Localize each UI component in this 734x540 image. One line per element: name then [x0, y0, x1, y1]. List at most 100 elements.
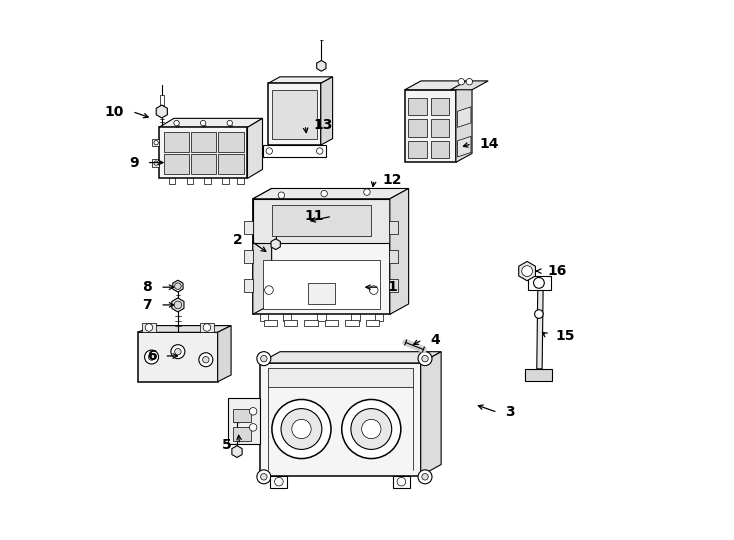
Bar — [186, 178, 193, 184]
Bar — [219, 154, 244, 174]
Circle shape — [175, 348, 181, 355]
Circle shape — [174, 301, 182, 309]
Circle shape — [534, 310, 543, 319]
Bar — [431, 119, 449, 137]
Circle shape — [362, 420, 381, 438]
Circle shape — [154, 161, 159, 165]
Bar — [325, 320, 338, 326]
Bar — [200, 322, 214, 332]
Polygon shape — [421, 352, 441, 476]
Polygon shape — [316, 60, 326, 71]
Polygon shape — [156, 105, 167, 118]
Bar — [153, 159, 159, 167]
Circle shape — [154, 140, 159, 145]
Text: 2: 2 — [233, 233, 242, 247]
Polygon shape — [390, 188, 409, 314]
Circle shape — [275, 477, 283, 486]
Text: 14: 14 — [480, 137, 499, 151]
Polygon shape — [172, 298, 184, 312]
Bar — [393, 476, 410, 488]
Bar — [169, 178, 175, 184]
Text: 1: 1 — [388, 280, 397, 294]
Polygon shape — [456, 81, 472, 163]
Bar — [263, 260, 380, 309]
Text: 6: 6 — [147, 349, 156, 363]
Text: 11: 11 — [305, 210, 324, 223]
Bar — [219, 132, 244, 152]
Circle shape — [292, 420, 311, 438]
Bar — [260, 314, 268, 321]
Polygon shape — [457, 137, 471, 157]
Circle shape — [422, 355, 428, 362]
Bar — [233, 409, 252, 422]
Bar — [431, 98, 449, 115]
Bar — [408, 98, 427, 115]
Text: 16: 16 — [547, 264, 567, 278]
Bar — [389, 221, 399, 234]
Circle shape — [199, 353, 213, 367]
Bar — [272, 205, 371, 236]
Bar — [191, 132, 217, 152]
Circle shape — [364, 189, 370, 195]
Circle shape — [466, 78, 473, 85]
Circle shape — [369, 286, 378, 294]
Bar — [159, 95, 164, 105]
Polygon shape — [159, 118, 263, 127]
Polygon shape — [232, 446, 242, 457]
Polygon shape — [519, 261, 536, 281]
Bar — [264, 320, 277, 326]
Circle shape — [171, 345, 185, 359]
Polygon shape — [172, 280, 183, 292]
Bar — [408, 119, 427, 137]
Text: 5: 5 — [222, 437, 232, 451]
Bar — [389, 279, 399, 292]
Text: 4: 4 — [430, 333, 440, 347]
Text: 9: 9 — [129, 156, 139, 170]
Bar — [153, 139, 159, 146]
Circle shape — [250, 408, 257, 415]
Bar — [366, 320, 379, 326]
Bar — [345, 320, 359, 326]
Polygon shape — [268, 77, 333, 83]
Bar — [191, 154, 217, 174]
Polygon shape — [457, 107, 471, 127]
Bar — [284, 320, 297, 326]
Polygon shape — [260, 352, 441, 363]
Bar — [408, 141, 427, 158]
Circle shape — [227, 120, 233, 126]
Polygon shape — [271, 239, 280, 249]
Polygon shape — [247, 118, 263, 178]
Circle shape — [272, 400, 331, 458]
Bar — [237, 178, 244, 184]
Circle shape — [458, 78, 465, 85]
Bar — [142, 322, 156, 332]
Bar — [222, 178, 228, 184]
Bar — [244, 250, 253, 263]
Circle shape — [148, 354, 155, 360]
Polygon shape — [138, 326, 231, 332]
Polygon shape — [321, 77, 333, 145]
Text: 13: 13 — [313, 118, 333, 132]
Circle shape — [174, 120, 179, 126]
Circle shape — [203, 356, 209, 363]
Text: 7: 7 — [142, 298, 152, 312]
Bar — [252, 199, 390, 314]
Circle shape — [316, 148, 323, 154]
Circle shape — [261, 474, 267, 480]
Polygon shape — [405, 81, 472, 90]
Bar — [260, 363, 421, 476]
Circle shape — [522, 266, 532, 276]
Circle shape — [342, 400, 401, 458]
Bar — [352, 314, 360, 321]
Bar — [270, 476, 288, 488]
Text: 10: 10 — [105, 105, 124, 118]
Circle shape — [261, 355, 267, 362]
Bar — [374, 314, 383, 321]
Bar — [164, 154, 189, 174]
Circle shape — [266, 148, 272, 154]
Text: 3: 3 — [506, 406, 515, 420]
Circle shape — [422, 474, 428, 480]
Polygon shape — [537, 283, 543, 369]
Circle shape — [418, 352, 432, 366]
Circle shape — [278, 192, 285, 198]
